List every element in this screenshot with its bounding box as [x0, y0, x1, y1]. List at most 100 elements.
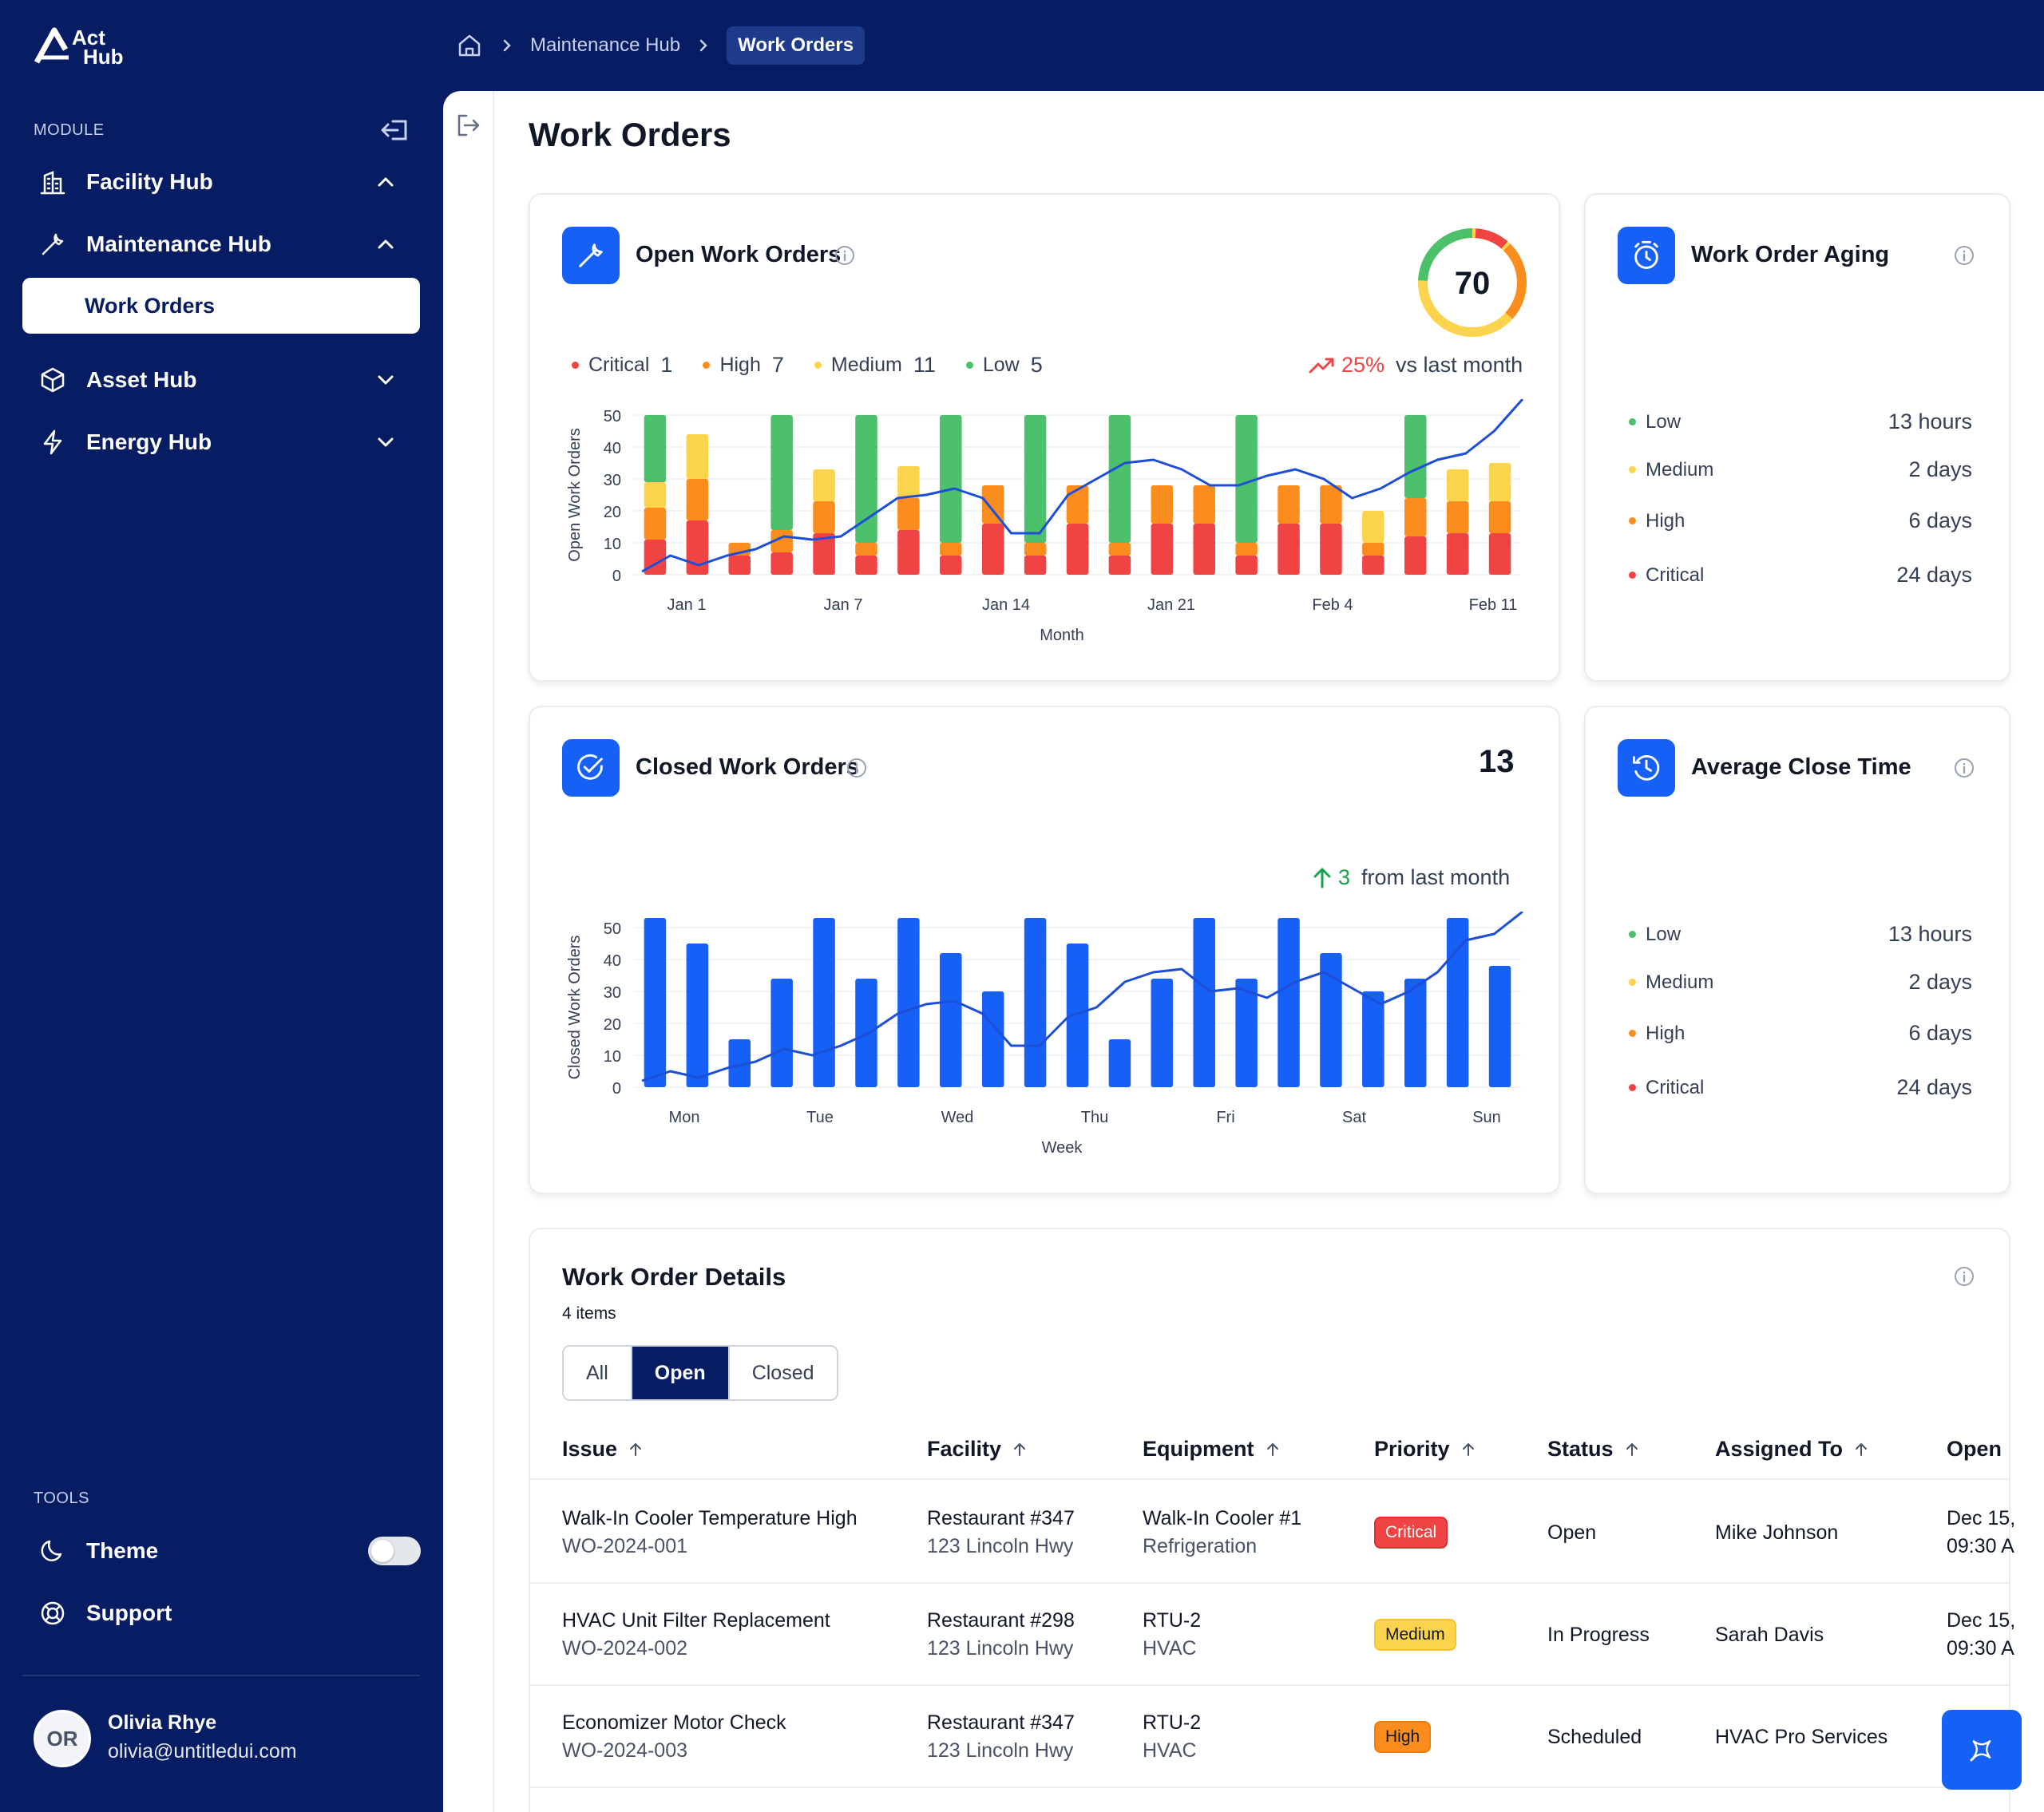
high-dot [1629, 1030, 1636, 1037]
trend-line [641, 399, 1524, 573]
chevron-up-icon[interactable] [374, 232, 398, 256]
theme-toggle[interactable] [368, 1537, 421, 1565]
bar-segment [1151, 979, 1174, 1087]
y-tick-label: 50 [604, 408, 621, 425]
tools-section-label: TOOLS [34, 1490, 89, 1507]
info-icon[interactable] [834, 245, 855, 266]
bar-segment [1488, 501, 1511, 533]
bar-segment [1362, 543, 1384, 556]
sidebar-subitem-work-orders[interactable]: Work Orders [22, 278, 420, 334]
page-title: Work Orders [529, 116, 731, 153]
trend-text: from last month [1361, 865, 1511, 889]
aging-label: Low [1646, 410, 1682, 433]
bar-segment [1446, 469, 1469, 501]
column-header-status[interactable]: Status [1547, 1437, 1641, 1462]
column-header-issue[interactable]: Issue [562, 1437, 644, 1462]
tab-closed[interactable]: Closed [729, 1347, 837, 1399]
bar-segment [940, 543, 962, 556]
clock-card-icon [1618, 739, 1675, 797]
sidebar-subitem-label: Work Orders [85, 293, 216, 318]
aging-label: Medium [1646, 458, 1714, 481]
bar-segment [1108, 415, 1131, 543]
sidebar-item-support[interactable]: Support [22, 1585, 420, 1641]
y-tick-label: 40 [604, 440, 621, 457]
column-header-label: Open [1947, 1437, 2002, 1461]
act-hub-logo[interactable]: Act Hub [34, 22, 145, 67]
bar-segment [770, 415, 793, 530]
bar-segment [940, 415, 962, 543]
bar-segment [1024, 543, 1047, 556]
tab-all[interactable]: All [564, 1347, 632, 1399]
work-order-aging-title: Work Order Aging [1691, 242, 1890, 267]
x-axis-label: Month [1040, 627, 1084, 644]
column-header-assigned-to[interactable]: Assigned To [1715, 1437, 1870, 1462]
aging-value: 24 days [1896, 563, 1972, 587]
trend-up-icon [1309, 358, 1334, 373]
trend-line [641, 912, 1523, 1082]
low-dot [1629, 931, 1636, 938]
work-order-details-card [529, 1228, 2010, 1812]
bar-segment [644, 415, 667, 482]
column-header-equipment[interactable]: Equipment [1143, 1437, 1281, 1462]
bar-segment [686, 434, 709, 479]
bar-segment [1066, 944, 1089, 1087]
expand-panel-icon[interactable] [455, 112, 482, 139]
info-icon[interactable] [846, 758, 867, 778]
check-circle-card-icon [562, 739, 620, 797]
breadcrumb-maintenance-hub[interactable]: Maintenance Hub [530, 34, 681, 56]
critical-dot [1629, 572, 1636, 579]
column-header-label: Assigned To [1715, 1437, 1844, 1461]
chevron-down-icon[interactable] [374, 430, 398, 454]
info-icon[interactable] [1954, 758, 1975, 778]
support-label: Support [86, 1600, 172, 1625]
status-filter-tabs: All Open Closed [562, 1345, 838, 1401]
close-time-label: High [1646, 1022, 1686, 1044]
bar-segment [1024, 415, 1047, 543]
bar-segment [1024, 556, 1047, 575]
breadcrumb-current[interactable]: Work Orders [727, 26, 866, 65]
column-header-open[interactable]: Open [1947, 1437, 2002, 1462]
x-tick-label: Jan 21 [1147, 596, 1195, 614]
column-header-facility[interactable]: Facility [927, 1437, 1028, 1462]
wrench-card-icon [562, 227, 620, 284]
assigned-to: HVAC Pro Services [1715, 1726, 1888, 1748]
sort-arrow-icon [1014, 1442, 1026, 1456]
issue-id: WO-2024-003 [562, 1739, 688, 1762]
open-date: Dec 15, [1947, 1609, 2016, 1632]
sidebar-item-energy-hub[interactable]: Energy Hub [22, 414, 420, 470]
y-tick-label: 30 [604, 984, 621, 1002]
collapse-sidebar-icon[interactable] [378, 117, 410, 144]
sidebar-item-asset-hub[interactable]: Asset Hub [22, 352, 420, 408]
bar-segment [981, 991, 1004, 1087]
bar-segment [855, 543, 877, 556]
bar-segment [1404, 536, 1427, 575]
ai-assistant-button[interactable] [1942, 1710, 2022, 1790]
info-icon[interactable] [1954, 1266, 1975, 1287]
aging-label: Critical [1646, 564, 1705, 586]
bar-segment [1151, 524, 1174, 575]
avatar[interactable]: OR [34, 1710, 91, 1767]
open-time: 09:30 A [1947, 1637, 2014, 1660]
sidebar-item-facility-hub[interactable]: Facility Hub [22, 154, 420, 210]
chevron-down-icon[interactable] [374, 368, 398, 392]
column-header-label: Priority [1374, 1437, 1450, 1461]
chevron-up-icon[interactable] [374, 170, 398, 194]
sidebar-item-maintenance-hub[interactable]: Maintenance Hub [22, 216, 420, 272]
column-header-label: Issue [562, 1437, 618, 1461]
average-close-time-title: Average Close Time [1691, 754, 1911, 780]
aging-row-medium: Medium 2 days [1629, 457, 1972, 482]
aging-label: High [1646, 509, 1686, 532]
info-icon[interactable] [1954, 245, 1975, 266]
bar-segment [1488, 463, 1511, 501]
home-icon[interactable] [455, 31, 484, 60]
bar-segment [981, 485, 1004, 524]
low-dot [965, 362, 973, 369]
sidebar-item-label: Asset Hub [86, 367, 197, 392]
sidebar: Act Hub MODULE Facility Hub Maintenance … [0, 0, 443, 1812]
aging-row-critical: Critical 24 days [1629, 563, 1972, 588]
tab-open[interactable]: Open [632, 1347, 730, 1399]
facility-address: 123 Lincoln Hwy [927, 1535, 1074, 1557]
column-header-priority[interactable]: Priority [1374, 1437, 1477, 1462]
donut-low-segment [1418, 228, 1527, 337]
facility-address: 123 Lincoln Hwy [927, 1739, 1074, 1762]
